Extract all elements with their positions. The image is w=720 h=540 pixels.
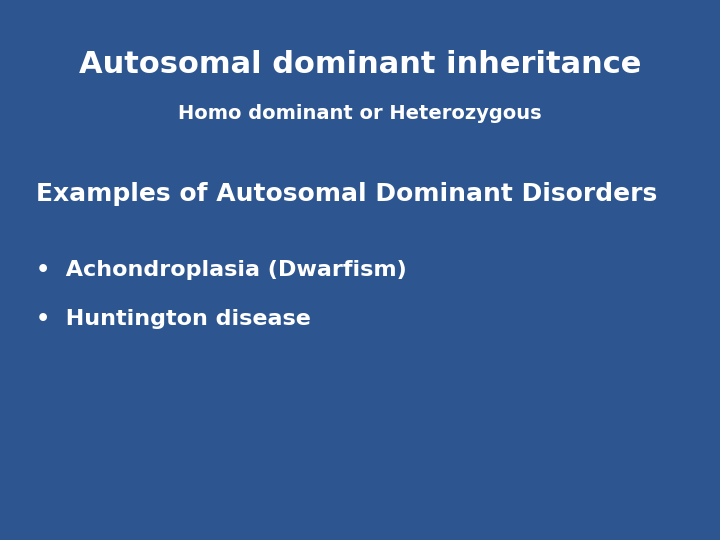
Text: Homo dominant or Heterozygous: Homo dominant or Heterozygous	[178, 104, 542, 123]
Text: Examples of Autosomal Dominant Disorders: Examples of Autosomal Dominant Disorders	[36, 183, 657, 206]
Text: •  Achondroplasia (Dwarfism): • Achondroplasia (Dwarfism)	[36, 260, 407, 280]
Text: Autosomal dominant inheritance: Autosomal dominant inheritance	[78, 50, 642, 79]
Text: •  Huntington disease: • Huntington disease	[36, 308, 311, 329]
